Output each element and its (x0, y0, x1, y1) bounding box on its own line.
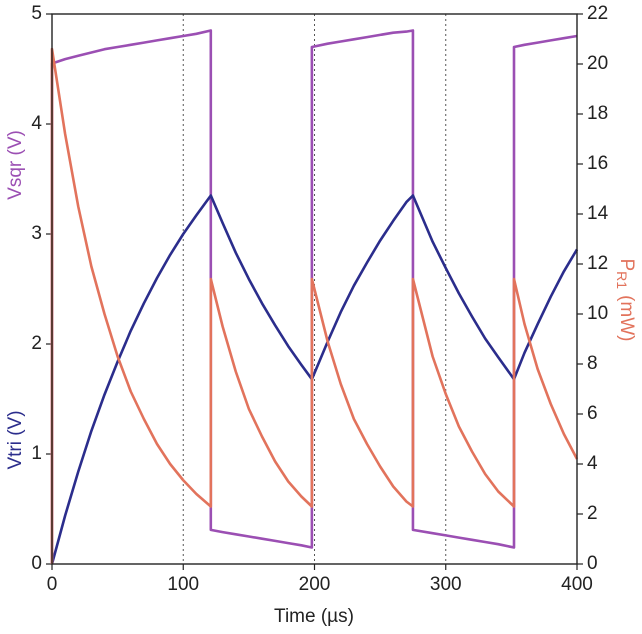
y-tick-label: 2 (31, 333, 42, 354)
x-tick-label: 400 (561, 574, 593, 595)
y-tick-label: 3 (31, 223, 42, 244)
y2-axis-title-unit: (mW) (616, 295, 637, 341)
y-axis-title: Vsqr (V) (5, 130, 26, 200)
y2-tick-label: 14 (587, 203, 609, 224)
y2-tick-label: 22 (587, 3, 608, 24)
y2-tick-label: 12 (587, 253, 608, 274)
plot-frame (51, 13, 578, 565)
y2-tick-label: 8 (587, 353, 598, 374)
x-axis-title: Time (µs) (274, 606, 354, 627)
x-tick-label: 100 (167, 574, 199, 595)
x-tick-label: 200 (299, 574, 331, 595)
y2-axis-title: PR1 (mW) (614, 258, 637, 341)
line-series (50, 47, 579, 564)
y-tick-label: 0 (31, 553, 42, 574)
y2-tick-label: 6 (587, 403, 598, 424)
y2-tick-label: 20 (587, 53, 608, 74)
x-tick-label: 0 (47, 574, 58, 595)
y2-axis-title-sub: R1 (614, 271, 630, 289)
y-tick-label: 4 (31, 113, 42, 134)
y2-tick-label: 16 (587, 153, 608, 174)
y2-tick-label: 4 (587, 453, 598, 474)
y2-axis-title-main: P (616, 258, 637, 271)
y-tick-label: 5 (31, 3, 42, 24)
y-tick-label: 1 (31, 443, 42, 464)
x-tick-label: 300 (430, 574, 462, 595)
y-axis-title: Vtri (V) (5, 410, 26, 469)
y2-tick-label: 2 (587, 503, 598, 524)
y2-tick-label: 0 (587, 553, 598, 574)
y2-tick-label: 10 (587, 303, 608, 324)
y2-tick-label: 18 (587, 103, 608, 124)
